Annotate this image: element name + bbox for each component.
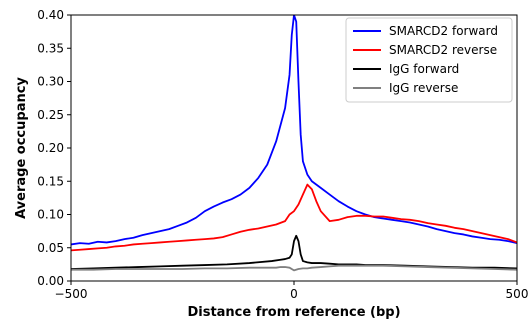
legend-label-3: IgG reverse [389,81,458,95]
y-tick-label: 0.35 [37,41,64,55]
legend-label-0: SMARCD2 forward [389,24,498,38]
y-tick-label: 0.30 [37,75,64,89]
x-tick-label: 0 [290,287,298,301]
legend-label-1: SMARCD2 reverse [389,43,497,57]
y-tick-label: 0.25 [37,108,64,122]
legend-box [345,17,513,103]
y-tick-label: 0.05 [37,241,64,255]
legend: SMARCD2 forward SMARCD2 reverse IgG forwar… [345,17,513,103]
series-line-0 [71,15,517,246]
x-axis-title: Distance from reference (bp) [187,305,400,320]
series-line-2 [71,234,517,270]
legend-label-2: IgG forward [389,62,459,76]
y-tick-label: 0.00 [37,274,64,288]
y-tick-label: 0.10 [37,208,64,222]
y-axis-title: Average occupancy [14,77,29,219]
y-tick-label: 0.20 [37,141,64,155]
series-line-1 [71,183,517,252]
series-line-3 [71,264,517,272]
series-layer [71,15,517,272]
y-tick-label: 0.15 [37,174,64,188]
axes-layer: 0.00 0.05 0.10 0.15 0.20 0.25 0.30 0.35 0.40 −500… [37,8,528,301]
x-tick-label: 500 [506,287,529,301]
x-tick-label: −500 [55,287,88,301]
y-tick-label: 0.40 [37,8,64,22]
